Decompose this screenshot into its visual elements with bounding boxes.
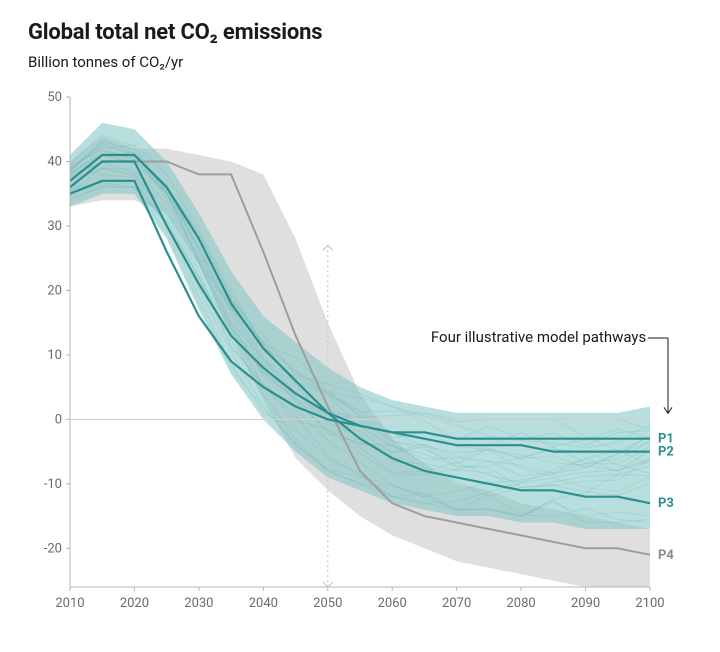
- series-label-P2: P2: [658, 445, 674, 460]
- chart-title: Global total net CO₂ emissions: [28, 20, 702, 45]
- x-tick-label: 2090: [571, 596, 600, 611]
- x-axis-ticks: 2010 2020 2030 2040 2050 2060 2070 2080 2090 2100: [55, 587, 664, 611]
- x-tick-label: 2030: [184, 596, 213, 611]
- x-tick-label: 2060: [378, 596, 407, 611]
- x-tick-label: 2010: [55, 596, 84, 611]
- y-tick-label: 30: [47, 219, 62, 234]
- y-tick-label: 20: [47, 283, 62, 298]
- x-tick-label: 2100: [635, 596, 664, 611]
- y-tick-label: 10: [47, 348, 62, 363]
- series-label-P4: P4: [658, 548, 674, 563]
- x-tick-label: 2040: [249, 596, 278, 611]
- y-axis-ticks: -20 -10 0 10 20 30 40 50: [44, 90, 70, 556]
- chart-subtitle: Billion tonnes of CO₂/yr: [28, 53, 702, 71]
- x-tick-label: 2020: [120, 596, 149, 611]
- emissions-chart: -20-100102030405020102020203020402050206…: [28, 87, 702, 627]
- x-tick-label: 2070: [442, 596, 471, 611]
- y-tick-label: 50: [47, 90, 62, 105]
- x-tick-label: 2080: [506, 596, 535, 611]
- y-tick-label: -10: [44, 477, 62, 492]
- annotation-text: Four illustrative model pathways: [431, 328, 646, 346]
- y-tick-label: 40: [47, 154, 62, 169]
- series-label-P3: P3: [658, 496, 674, 511]
- y-tick-label: -20: [44, 541, 62, 556]
- y-tick-label: 0: [55, 412, 62, 427]
- x-tick-label: 2050: [313, 596, 342, 611]
- chart-svg: -20-100102030405020102020203020402050206…: [28, 87, 702, 627]
- series-label-P1: P1: [658, 432, 674, 447]
